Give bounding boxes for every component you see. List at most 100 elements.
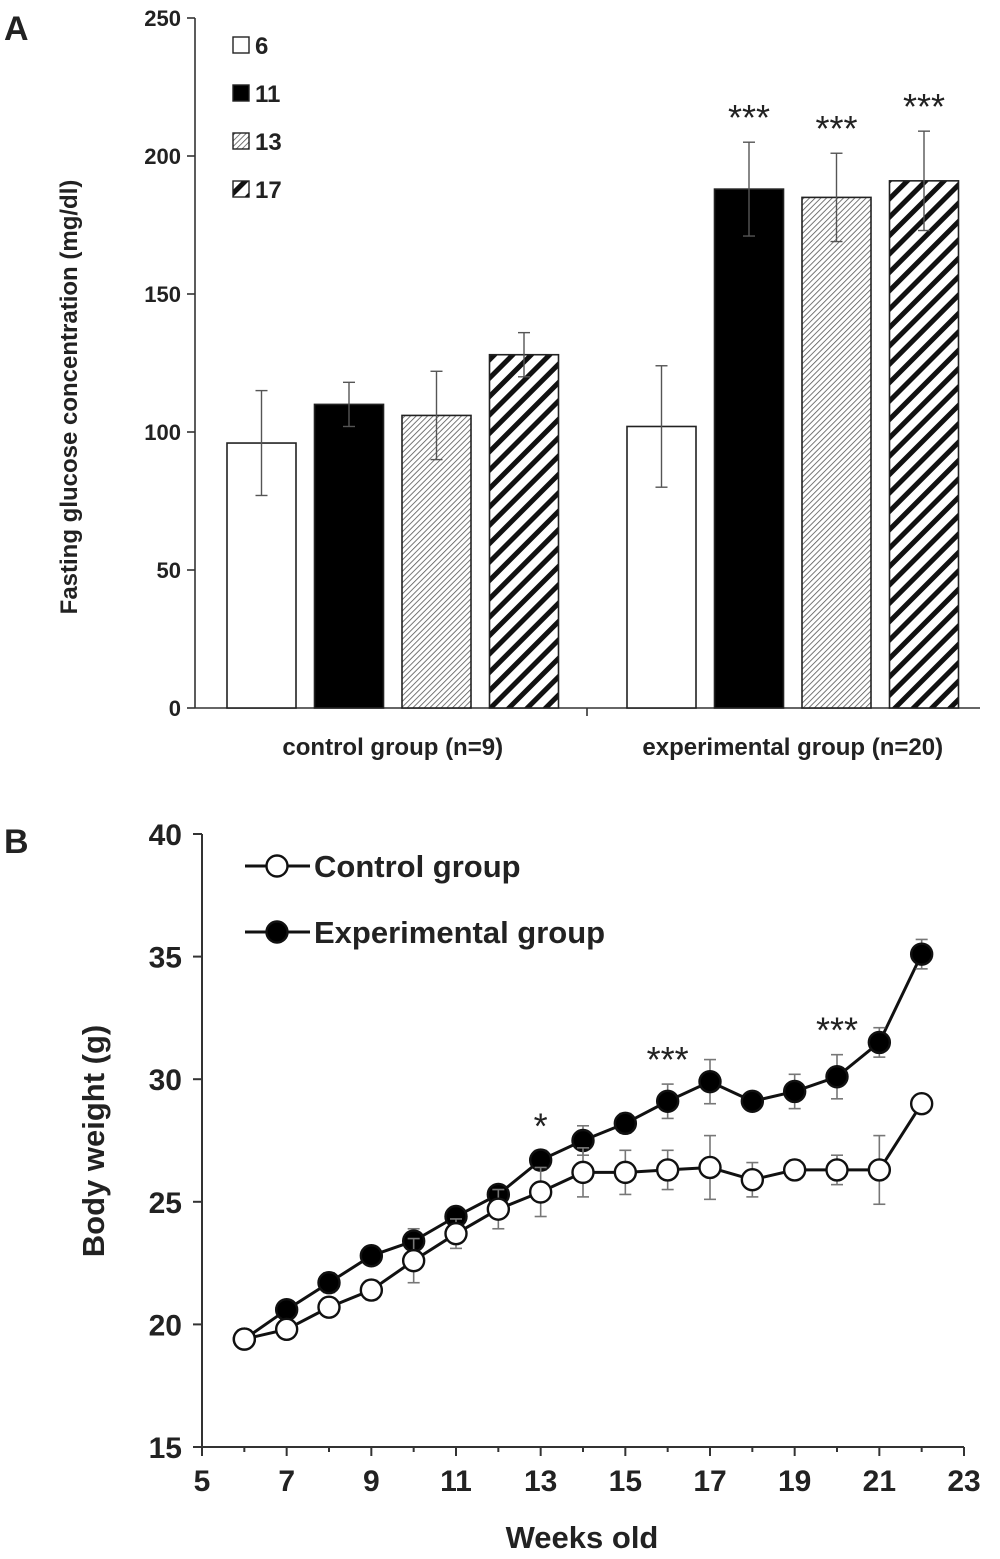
panel-a-bar xyxy=(488,353,560,709)
panel-b-significance-marker: *** xyxy=(816,1010,858,1051)
panel-a-error-bar xyxy=(743,141,755,237)
panel-b-x-tick-label: 5 xyxy=(194,1465,211,1498)
control-point xyxy=(867,1158,892,1182)
panel-b-significance-marker: *** xyxy=(647,1039,689,1080)
panel-b-x-tick-label: 7 xyxy=(278,1465,295,1498)
control-point xyxy=(909,1092,934,1116)
control-point xyxy=(613,1160,638,1185)
panel-a-significance-marker: *** xyxy=(903,86,945,127)
panel-a-legend-swatch xyxy=(232,36,250,54)
panel-b-label: B xyxy=(4,823,29,861)
panel-b-y-tick-label: 30 xyxy=(149,1064,182,1097)
panel-a-error-bar xyxy=(655,365,668,488)
panel-a-legend-label: 11 xyxy=(255,81,280,108)
panel-b-x-tick-label: 13 xyxy=(524,1465,557,1498)
panel-b-y-tick-label: 25 xyxy=(149,1187,182,1220)
panel-b-significance-marker: * xyxy=(534,1105,548,1146)
experimental-point xyxy=(909,942,934,966)
panel-a-y-tick-label: 250 xyxy=(144,6,181,31)
panel-b-x-tick-label: 19 xyxy=(778,1465,811,1498)
panel-a-error-bar xyxy=(430,370,443,461)
panel-a-legend-item: 17 xyxy=(232,177,282,204)
control-point xyxy=(444,1221,468,1246)
panel-a-significance-marker: *** xyxy=(815,108,857,149)
panel-a-y-tick-label: 200 xyxy=(144,144,181,169)
panel-a-legend-item: 6 xyxy=(232,33,268,60)
panel-a-legend-item: 11 xyxy=(232,81,280,108)
control-point xyxy=(401,1248,426,1273)
control-point xyxy=(528,1180,553,1204)
control-point xyxy=(359,1278,384,1302)
panel-b-x-tick-label: 15 xyxy=(609,1465,642,1498)
experimental-point xyxy=(825,1065,849,1089)
panel-b-y-tick-label: 40 xyxy=(149,819,182,852)
panel-b-line-chart: B Body weight (g) Weeks old 15 20 25 30 35 40… xyxy=(4,819,981,1555)
control-point xyxy=(740,1168,765,1192)
panel-b-x-tick-label: 21 xyxy=(863,1465,896,1498)
panel-a-bar xyxy=(801,196,872,709)
panel-a-category-label: experimental group (n=20) xyxy=(642,734,943,761)
experimental-point xyxy=(613,1111,638,1136)
control-point xyxy=(274,1317,299,1342)
panel-a-y-tick-label: 150 xyxy=(144,282,181,307)
panel-b-legend: Control group Experimental group xyxy=(245,849,605,950)
panel-b-x-tick-label: 17 xyxy=(693,1465,726,1498)
panel-a-category-label: control group (n=9) xyxy=(282,734,503,761)
panel-b-legend-item: Control group xyxy=(245,849,521,884)
panel-a-legend-label: 6 xyxy=(255,33,268,60)
panel-b-x-tick-label: 23 xyxy=(947,1465,980,1498)
control-point xyxy=(571,1160,595,1185)
experimental-series xyxy=(232,938,934,1351)
control-point xyxy=(317,1295,341,1319)
panel-a-legend: 6 11 13 17 xyxy=(232,33,282,204)
control-point xyxy=(232,1327,257,1351)
panel-a-label: A xyxy=(4,10,29,48)
control-point xyxy=(486,1197,511,1221)
panel-b-series: ******* xyxy=(232,938,934,1351)
experimental-point xyxy=(274,1297,299,1322)
panel-a-legend-label: 13 xyxy=(255,129,282,156)
panel-a-legend-label: 17 xyxy=(255,177,282,204)
panel-a-bar xyxy=(313,403,385,709)
panel-b-x-axis-title: Weeks old xyxy=(506,1520,659,1555)
panel-a-y-axis-title: Fasting glucose concentration (mg/dl) xyxy=(56,180,83,615)
panel-a-error-bar xyxy=(343,381,355,428)
panel-a-legend-item: 13 xyxy=(232,129,282,156)
panel-b-y-tick-label: 15 xyxy=(149,1432,182,1465)
panel-a-axes: 0 50 100 150 200 250 control group (n=9) experi… xyxy=(144,6,980,761)
panel-a-error-bar xyxy=(830,152,843,243)
panel-b-y-tick-label: 35 xyxy=(149,942,182,975)
control-point xyxy=(782,1158,807,1182)
panel-a-bar-chart: A Fasting glucose concentration (mg/dl) … xyxy=(4,6,980,761)
experimental-point xyxy=(655,1089,680,1113)
panel-b-y-axis-title: Body weight (g) xyxy=(76,1025,111,1257)
panel-a-bar xyxy=(713,188,785,709)
panel-a-legend-swatch xyxy=(232,132,250,150)
panel-a-y-tick-label: 0 xyxy=(169,696,181,721)
panel-b-y-tick-label: 20 xyxy=(149,1309,182,1342)
panel-b-axes: 15 20 25 30 35 40 5 7 9 11 13 15 17 19 21 23 xyxy=(149,819,981,1498)
experimental-point xyxy=(359,1244,384,1268)
experimental-point xyxy=(740,1089,765,1113)
panel-a-y-tick-label: 100 xyxy=(144,420,181,445)
panel-b-legend-marker xyxy=(265,854,289,878)
panel-b-legend-label: Experimental group xyxy=(314,915,605,950)
panel-b-legend-marker xyxy=(265,920,289,944)
panel-b-x-tick-label: 11 xyxy=(440,1465,472,1498)
panel-b-legend-label: Control group xyxy=(314,849,521,884)
panel-a-error-bar xyxy=(918,130,930,232)
panel-a-legend-swatch xyxy=(232,180,250,198)
panel-a-y-tick-label: 50 xyxy=(157,558,181,583)
experimental-point xyxy=(317,1271,341,1295)
experimental-point xyxy=(698,1069,722,1094)
control-point xyxy=(655,1158,680,1182)
control-point xyxy=(825,1158,849,1182)
panel-a-significance-marker: *** xyxy=(728,97,770,138)
panel-b-x-tick-label: 9 xyxy=(363,1465,380,1498)
panel-a-error-bar xyxy=(255,389,268,497)
experimental-point xyxy=(867,1030,892,1055)
panel-a-bar xyxy=(888,180,960,709)
panel-a-bars: *** *** *** xyxy=(226,86,960,709)
control-series xyxy=(232,1092,934,1351)
